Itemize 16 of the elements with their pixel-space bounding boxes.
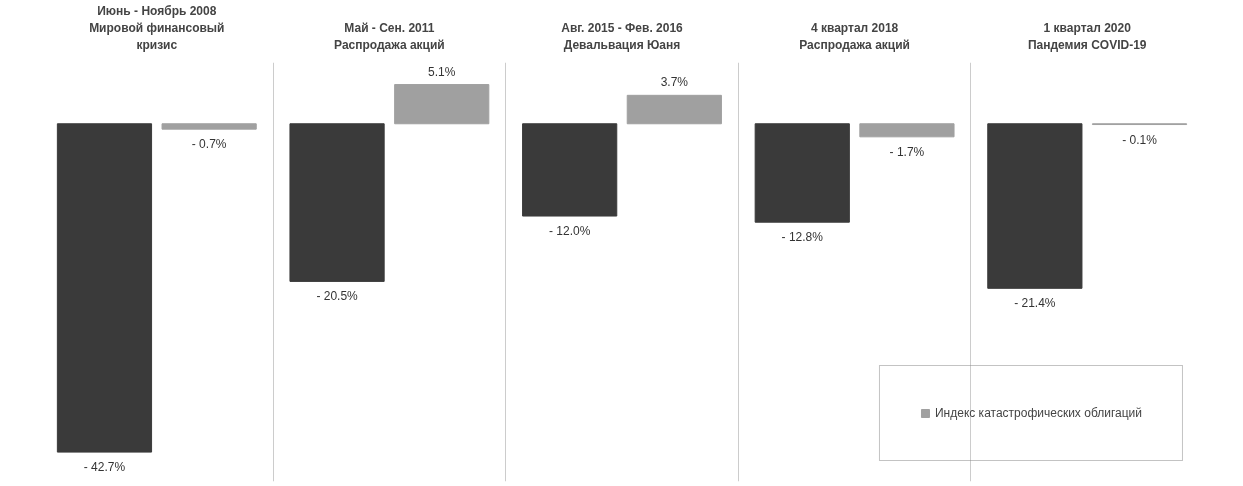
x-tick-label: Май - Сен. 2011 Распродажа акций: [334, 20, 445, 52]
data-label: - 42.7%: [83, 460, 126, 475]
data-label: - 12.0%: [548, 224, 591, 239]
data-label: - 0.1%: [1122, 132, 1158, 147]
legend-label: Индекс катастрофических облигаций: [934, 406, 1142, 420]
data-label: 5.1%: [428, 64, 456, 79]
data-label: - 21.4%: [1014, 296, 1056, 311]
data-label: - 20.5%: [316, 289, 359, 304]
data-label: - 12.8%: [781, 230, 824, 245]
data-label: 3.7%: [660, 75, 689, 90]
x-tick-label: Авг. 2015 - Фев. 2016 Девальвация Юаня: [561, 20, 684, 52]
x-tick-label: 4 квартал 2018 Распродажа акций: [799, 20, 910, 52]
x-tick-label: Июнь - Ноябрь 2008 Мировой финансовый кризис: [89, 3, 225, 52]
data-label: - 0.7%: [191, 137, 227, 152]
x-tick-label: 1 квартал 2020 Пандемия COVID-19: [1027, 20, 1147, 52]
data-label: - 1.7%: [889, 144, 925, 159]
